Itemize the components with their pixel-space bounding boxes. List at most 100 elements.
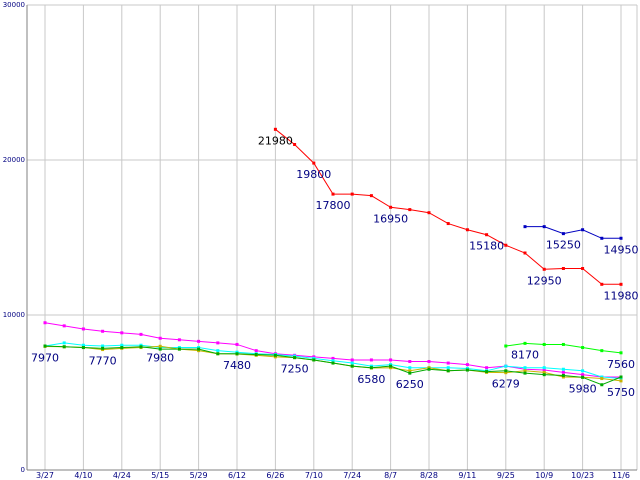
data-point: [197, 346, 201, 350]
data-label: 11980: [604, 289, 639, 302]
data-point: [561, 367, 565, 371]
data-point: [619, 282, 623, 286]
data-point: [600, 377, 604, 381]
data-point: [542, 267, 546, 271]
x-tick-label: 4/10: [74, 471, 92, 480]
data-label: 6279: [492, 378, 520, 391]
data-point: [216, 352, 220, 356]
axes: [26, 5, 637, 471]
data-point: [369, 194, 373, 198]
data-point: [197, 349, 201, 353]
data-point: [504, 344, 508, 348]
data-point: [581, 373, 585, 377]
data-point: [485, 370, 489, 374]
data-point: [350, 364, 354, 368]
data-point: [369, 358, 373, 362]
data-point: [504, 371, 508, 375]
data-point: [561, 267, 565, 270]
data-label: 7560: [607, 358, 635, 371]
data-point: [561, 342, 565, 346]
data-label: 16950: [373, 212, 408, 225]
data-point: [446, 361, 450, 365]
data-point: [389, 364, 393, 368]
data-point: [485, 233, 489, 237]
data-point: [235, 350, 239, 354]
x-tick-label: 10/9: [535, 471, 553, 480]
data-point: [504, 364, 508, 368]
data-point: [561, 232, 565, 236]
data-point: [350, 361, 354, 365]
data-point: [273, 127, 277, 131]
data-label: 5980: [569, 382, 597, 395]
data-point: [600, 383, 604, 387]
data-point: [485, 366, 489, 370]
data-point: [312, 356, 316, 360]
data-point: [101, 346, 105, 350]
data-point: [465, 366, 469, 370]
data-point: [273, 355, 277, 359]
data-point: [331, 359, 335, 363]
data-point: [254, 349, 258, 353]
x-tick-label: 8/7: [384, 471, 397, 480]
data-point: [139, 345, 143, 349]
data-point: [523, 369, 527, 373]
data-point: [177, 347, 181, 351]
data-point: [446, 369, 450, 373]
data-label: 5750: [607, 386, 635, 399]
data-point: [158, 347, 162, 351]
y-tick-label: 20000: [3, 156, 25, 164]
x-tick-label: 7/24: [343, 471, 361, 480]
data-point: [350, 192, 354, 196]
data-point: [427, 367, 431, 371]
y-tick-label: 0: [21, 466, 25, 474]
data-point: [619, 377, 623, 381]
data-point: [446, 366, 450, 370]
data-point: [427, 211, 431, 215]
data-point: [101, 344, 105, 348]
data-point: [369, 366, 373, 370]
data-point: [177, 346, 181, 350]
data-point: [177, 338, 181, 342]
x-tick-label: 10/23: [571, 471, 594, 480]
data-point: [293, 356, 297, 360]
data-point: [600, 375, 604, 379]
data-point: [408, 208, 412, 212]
x-tick-label: 9/25: [497, 471, 515, 480]
data-label: 7480: [223, 359, 251, 372]
data-point: [81, 346, 85, 350]
data-label: 17800: [316, 199, 351, 212]
data-point: [389, 358, 393, 362]
data-point: [43, 344, 47, 348]
data-point: [408, 366, 412, 370]
data-label: 8170: [511, 348, 539, 361]
data-point: [312, 358, 316, 362]
data-point: [504, 369, 508, 373]
data-point: [197, 347, 201, 351]
data-point: [331, 361, 335, 365]
x-axis-tick-labels: 3/27 4/10 4/24 5/15 5/29 6/12 6/26 7/10 7/24 8/7 8…: [36, 471, 630, 480]
data-labels: 21980 19800 17800 16950 15180 12950 11980 15250…: [31, 134, 639, 399]
data-point: [331, 356, 335, 360]
x-tick-label: 4/24: [113, 471, 131, 480]
data-label: 15250: [546, 239, 581, 252]
data-point: [62, 345, 66, 349]
data-point: [62, 324, 66, 328]
data-point: [542, 225, 546, 229]
x-tick-label: 8/28: [420, 471, 438, 480]
data-point: [235, 352, 239, 356]
data-point: [581, 346, 585, 350]
data-point: [465, 368, 469, 372]
data-point: [293, 143, 297, 146]
y-tick-label: 30000: [3, 1, 25, 9]
data-point: [139, 343, 143, 347]
data-point: [43, 321, 47, 325]
data-point: [81, 343, 85, 347]
data-point: [408, 371, 412, 375]
data-point: [331, 192, 335, 196]
data-point: [120, 343, 124, 347]
data-point: [350, 358, 354, 362]
data-point: [389, 366, 393, 370]
data-point: [542, 368, 546, 372]
data-point: [408, 369, 412, 373]
